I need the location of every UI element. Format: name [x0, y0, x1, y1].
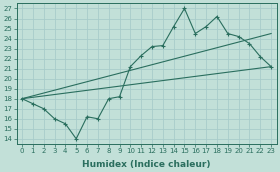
X-axis label: Humidex (Indice chaleur): Humidex (Indice chaleur)	[82, 159, 211, 169]
